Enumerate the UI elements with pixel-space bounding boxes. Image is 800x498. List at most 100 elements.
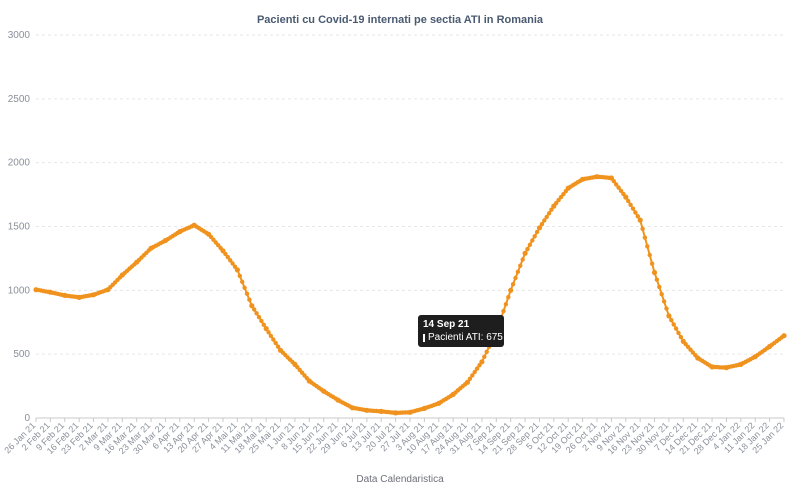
series-marker (614, 182, 619, 187)
series-marker (676, 330, 681, 336)
y-tick-label: 1500 (8, 222, 31, 233)
data-point[interactable] (709, 364, 715, 370)
series-marker (482, 354, 487, 359)
data-point[interactable] (134, 259, 140, 265)
data-point[interactable] (393, 410, 399, 416)
data-point[interactable] (695, 355, 701, 361)
data-point[interactable] (551, 203, 557, 209)
series-line (35, 175, 785, 414)
data-point[interactable] (119, 272, 125, 278)
data-point[interactable] (76, 294, 82, 300)
data-point[interactable] (177, 229, 183, 235)
data-point[interactable] (378, 408, 384, 414)
data-point[interactable] (47, 289, 54, 295)
data-point[interactable] (651, 269, 658, 276)
data-point[interactable] (752, 354, 758, 360)
series-marker (252, 307, 257, 312)
grid-lines (36, 34, 784, 419)
data-point[interactable] (306, 378, 312, 384)
data-point[interactable] (666, 313, 672, 319)
data-point[interactable] (206, 231, 212, 237)
series-marker (642, 235, 648, 240)
series-marker (470, 373, 475, 378)
series-marker (254, 311, 259, 316)
data-point[interactable] (335, 397, 341, 403)
tooltip-separator: : (480, 332, 487, 343)
data-point[interactable] (292, 361, 298, 367)
series-marker (542, 218, 547, 223)
data-point[interactable] (450, 391, 456, 397)
y-tick-label: 1000 (8, 285, 31, 296)
series-marker (474, 366, 480, 371)
data-point[interactable] (738, 361, 744, 367)
data-point[interactable] (249, 303, 255, 309)
data-point[interactable] (723, 365, 730, 371)
y-tick-label: 3000 (8, 30, 31, 41)
data-point[interactable] (781, 333, 787, 339)
data-point[interactable] (33, 287, 39, 293)
data-point[interactable] (436, 400, 442, 406)
series-marker (635, 214, 640, 219)
series-marker (649, 261, 655, 266)
data-point[interactable] (321, 388, 327, 394)
series-marker (673, 326, 679, 331)
series-marker (664, 306, 669, 311)
series-marker (671, 322, 676, 327)
data-point[interactable] (364, 407, 370, 413)
series-marker (259, 318, 264, 324)
data-point[interactable] (277, 347, 284, 353)
series-marker (654, 277, 660, 282)
series-marker (467, 376, 473, 381)
data-point[interactable] (508, 287, 514, 293)
data-point[interactable] (162, 237, 169, 244)
series-marker (244, 291, 250, 296)
series-marker (616, 185, 621, 190)
data-point[interactable] (565, 185, 571, 191)
data-point[interactable] (680, 338, 686, 344)
data-point[interactable] (407, 409, 413, 415)
data-point[interactable] (105, 287, 111, 293)
data-point[interactable] (594, 174, 600, 180)
series-marker (640, 226, 645, 231)
data-point[interactable] (349, 405, 356, 411)
series-marker (520, 257, 525, 262)
series-marker (237, 273, 242, 279)
series-marker (628, 202, 633, 207)
series-marker (539, 222, 545, 227)
series-marker (472, 369, 477, 375)
data-point[interactable] (464, 379, 471, 385)
data-point[interactable] (148, 245, 154, 251)
data-point[interactable] (637, 217, 643, 223)
series-marker (513, 275, 518, 281)
series-marker (477, 363, 482, 368)
data-point[interactable] (522, 250, 528, 256)
data-point[interactable] (536, 225, 543, 231)
series-marker (618, 188, 624, 193)
tooltip-series-swatch (423, 333, 425, 342)
data-point[interactable] (191, 222, 197, 228)
data-point[interactable] (623, 194, 629, 200)
data-point[interactable] (608, 175, 615, 181)
series-pacienti-ati[interactable] (33, 174, 787, 416)
series-marker (626, 198, 631, 204)
data-point[interactable] (62, 292, 68, 298)
series-marker (261, 322, 266, 327)
y-tick-label: 0 (24, 413, 30, 424)
y-tick-label: 2000 (8, 158, 31, 169)
series-marker (525, 246, 530, 252)
y-tick-label: 500 (13, 349, 30, 360)
data-point[interactable] (234, 267, 240, 273)
data-point[interactable] (220, 248, 226, 254)
data-point[interactable] (263, 326, 269, 332)
y-tick-label: 2500 (8, 94, 31, 105)
data-point[interactable] (767, 343, 773, 350)
data-point[interactable] (479, 359, 485, 365)
series-marker (256, 314, 262, 320)
series-marker (228, 258, 233, 263)
data-point[interactable] (580, 176, 586, 182)
data-point[interactable] (90, 292, 97, 298)
data-point[interactable] (421, 405, 427, 411)
series-marker (645, 244, 650, 249)
